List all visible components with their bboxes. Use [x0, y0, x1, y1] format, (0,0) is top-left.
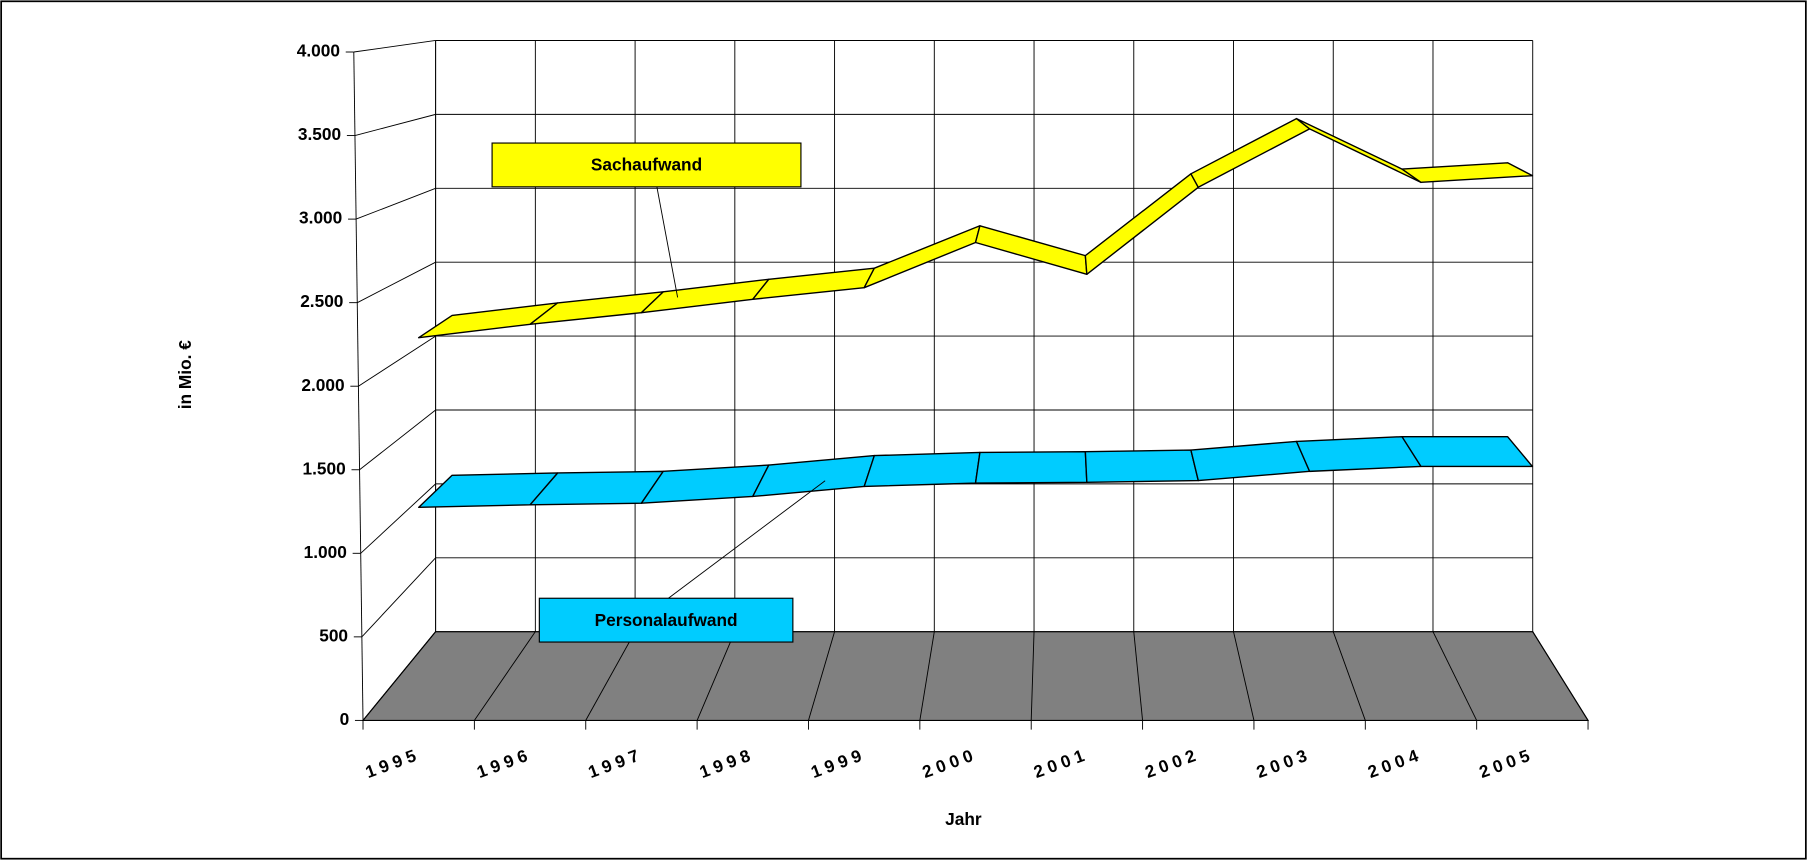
callout-label: Sachaufwand — [591, 155, 702, 175]
grid-line — [358, 335, 436, 387]
grid-line — [353, 40, 436, 53]
callout-box — [491, 142, 802, 188]
y-axis-label: in Mio. € — [175, 340, 195, 409]
ribbon-segment — [1295, 435, 1422, 473]
floor-line — [1133, 631, 1144, 721]
plot: 05001.0001.5002.0002.5003.0003.5004.0001… — [297, 40, 1590, 782]
floor-line — [362, 631, 436, 721]
floor-line — [808, 631, 836, 721]
ribbon-segment — [1401, 435, 1534, 468]
y-tick-label: 500 — [319, 625, 348, 645]
grid-line — [360, 483, 436, 554]
floor-line — [696, 631, 736, 721]
floor-line — [585, 631, 636, 721]
floor-line — [919, 631, 935, 721]
callout-leader — [668, 480, 826, 599]
grid-line — [354, 113, 436, 137]
y-tick-label: 3.000 — [299, 208, 342, 228]
floor-line — [1532, 631, 1589, 721]
y-tick-label: 2.500 — [300, 291, 343, 311]
floor-line — [1030, 631, 1035, 721]
callout-leader — [656, 186, 679, 298]
y-tick-label: 1.500 — [303, 458, 346, 478]
y-tick-label: 4.000 — [297, 41, 340, 61]
callout-label: Personalaufwand — [595, 610, 738, 630]
y-tick-label: 3.500 — [298, 124, 341, 144]
floor-line — [1432, 631, 1478, 721]
y-tick-label: 0 — [340, 709, 350, 729]
floor-line — [473, 631, 536, 721]
ribbon-segment — [863, 451, 981, 488]
grid-line — [359, 409, 436, 471]
y-axis — [353, 51, 364, 721]
y-tick-label: 1.000 — [304, 542, 347, 562]
floor-line — [1233, 631, 1255, 721]
floor — [361, 631, 1590, 721]
ribbon-segment — [1401, 162, 1534, 184]
floor-line — [1332, 631, 1366, 721]
ribbon-segment — [1084, 449, 1199, 484]
grid-line — [355, 187, 436, 220]
ribbon-segment — [974, 450, 1088, 484]
grid-line — [361, 557, 436, 638]
x-axis-label: Jahr — [945, 809, 982, 829]
grid-line — [357, 261, 436, 304]
callout-box — [538, 597, 794, 643]
y-tick-label: 2.000 — [301, 375, 344, 395]
